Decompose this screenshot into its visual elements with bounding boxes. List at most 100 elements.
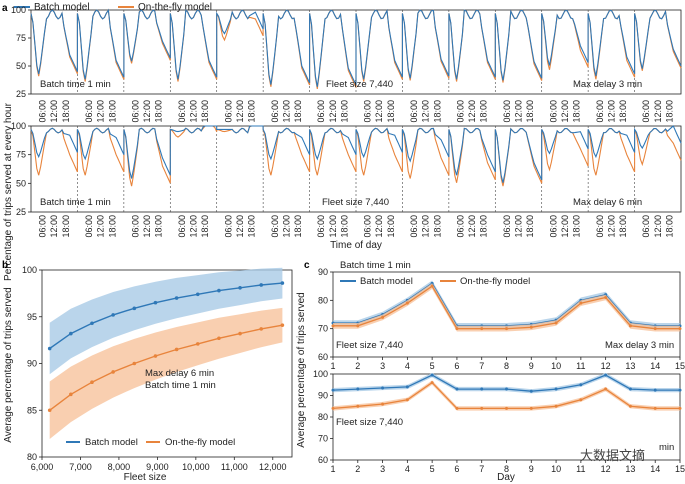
x-tick-label: 8 [504,361,509,371]
x-tick-label: 9,000 [146,462,169,472]
a-bottom-time-tick: 18:00 [61,215,71,238]
batch-point [331,388,335,392]
batch-point [259,283,264,287]
onthefly-point [554,404,558,408]
x-tick-label: 10 [551,464,561,474]
onthefly-point [678,327,682,331]
x-tick-label: 15 [675,361,685,371]
onthefly-point [381,315,385,319]
a-bottom-time-tick: 06:00 [641,215,651,238]
batch-point [69,331,73,336]
y-tick-label: 70 [318,324,328,334]
panel-a-ylabel: Percentage of trips served at every hour [3,102,14,281]
batch-point [678,388,682,392]
a-top-time-tick: 12:00 [189,100,199,123]
batch-point [579,383,583,387]
y-tick-label: 85 [27,405,37,415]
a-bottom-time-tick: 12:00 [514,215,524,238]
a-bottom-time-tick: 18:00 [664,215,674,238]
a-top-time-tick: 06:00 [223,100,233,123]
y-tick-label: 90 [27,359,37,369]
batch-hourly-line [30,8,682,87]
a-bottom-time-tick: 06:00 [409,215,419,238]
onthefly-point [405,301,409,305]
a-bottom-time-tick: 18:00 [479,215,489,238]
x-tick-label: 4 [405,361,410,371]
x-tick-label: 1 [330,361,335,371]
x-tick-label: 4 [405,464,410,474]
batch-point [628,387,632,391]
panel-c-xlabel: Day [497,472,515,483]
onthefly-point [455,406,459,410]
c-legend-onthefly-label: On-the-fly model [460,276,530,287]
legend-onthefly-label: On-the-fly model [138,2,212,13]
onthefly-line [49,324,283,411]
x-tick-label: 12 [601,464,611,474]
onthefly-point [356,324,360,328]
a-bottom-time-tick: 18:00 [339,215,349,238]
a-bottom-time-tick: 18:00 [293,215,303,238]
y-tick-label: 70 [318,434,328,444]
onthefly-point [90,380,94,385]
onthefly-point [604,296,608,299]
batch-point [132,306,137,311]
a-bottom-time-tick: 06:00 [270,215,280,238]
y-tick-label: 90 [318,391,328,401]
x-tick-label: 9 [529,361,534,371]
a-bottom-time-tick: 06:00 [548,215,558,238]
x-tick-label: 11 [576,464,585,474]
c-top-fleet: Fleet size 7,440 [336,340,403,351]
c-bottom-fleet: Fleet size 7,440 [336,417,403,428]
onthefly-point [554,321,558,325]
x-tick-label: 8,000 [108,462,131,472]
onthefly-point [480,327,484,331]
x-tick-label: 14 [650,464,660,474]
onthefly-point [505,327,508,331]
batch-point [604,373,608,377]
a-top-time-tick: 12:00 [142,100,152,123]
a-bottom-fleet: Fleet size 7,440 [322,197,389,208]
onthefly-point [405,398,409,402]
a-bottom-time-tick: 12:00 [560,215,570,238]
batch-hourly-line [30,125,682,183]
a-top-time-tick: 18:00 [61,100,71,123]
panel-b-annotation-batch: Batch time 1 min [145,380,216,391]
onthefly-point [69,392,73,397]
a-top-time-tick: 06:00 [38,100,48,123]
a-top-time-tick: 18:00 [247,100,257,123]
batch-point [405,385,409,389]
batch-band [333,372,680,394]
a-bottom-time-tick: 18:00 [154,215,164,238]
onthefly-point [480,406,484,410]
a-top-time-tick: 12:00 [281,100,291,123]
y-tick-label: 50 [16,178,26,188]
a-top-time-tick: 18:00 [293,100,303,123]
a-top-time-tick: 12:00 [653,100,663,123]
a-top-time-tick: 12:00 [514,100,524,123]
a-bottom-time-tick: 18:00 [525,215,535,238]
panel-b-ylabel: Average percentage of trips served [3,287,14,442]
panel-a: a Batch model On-the-fly model Percentag… [2,2,682,281]
a-bottom-time-tick: 12:00 [328,215,338,238]
batch-point [455,387,459,391]
onthefly-point [579,398,583,402]
batch-line [49,282,283,350]
a-top-time-tick: 12:00 [96,100,106,123]
panel-b-xlabel: Fleet size [124,472,167,483]
panel-a-xticks: 06:0006:0012:0012:0018:0018:0006:0006:00… [38,100,675,238]
onthefly-point [604,387,608,391]
batch-point [111,313,115,317]
panel-b: b 80 85 90 95 100 6,000 7,000 8,000 9,000 10,000 1… [2,260,293,483]
onthefly-point [153,354,158,358]
onthefly-point [174,347,179,352]
a-top-time-tick: 06:00 [409,100,419,123]
a-bottom-time-tick: 12:00 [653,215,663,238]
x-tick-label: 7 [479,361,484,371]
batch-point [505,387,508,391]
c-bottom-delay: min [659,442,674,453]
a-bottom-time-tick: 06:00 [502,215,512,238]
panel-c-title: Batch time 1 min [340,260,411,271]
a-top-time-tick: 18:00 [154,100,164,123]
batch-point [174,296,179,300]
